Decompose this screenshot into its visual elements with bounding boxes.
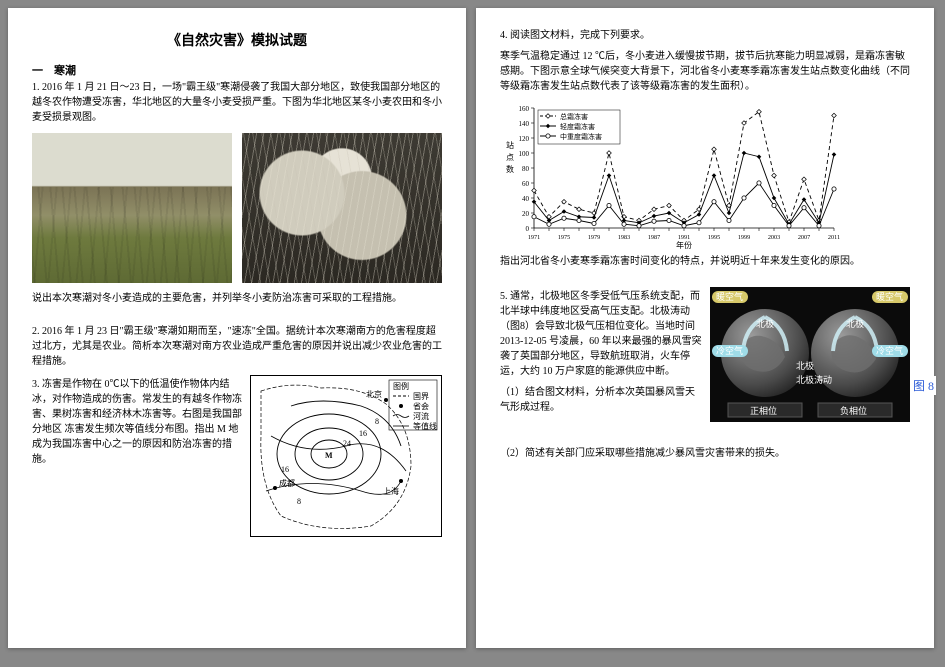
svg-text:冷空气: 冷空气 — [876, 345, 903, 356]
map-city-shanghai: 上海 — [383, 479, 403, 496]
svg-text:正相位: 正相位 — [750, 405, 777, 416]
page-left: 《自然灾害》模拟试题 一 寒潮 1. 2016 年 1 月 21 日～23 日，… — [8, 8, 466, 648]
figure-8-label: 图 8 — [911, 376, 936, 395]
svg-text:1971: 1971 — [528, 234, 540, 241]
map-legend-1: 省会 — [413, 401, 429, 411]
svg-text:140: 140 — [519, 120, 530, 128]
map-legend-0: 国界 — [413, 392, 429, 401]
svg-text:轻度霜冻害: 轻度霜冻害 — [560, 122, 595, 131]
q5a-text: 5. 通常，北极地区冬季受低气压系统支配，而北半球中纬度地区受高气压支配。北极涛… — [500, 289, 702, 379]
svg-text:1991: 1991 — [678, 234, 690, 241]
svg-text:中重度霜冻害: 中重度霜冻害 — [560, 132, 602, 141]
doc-title: 《自然灾害》模拟试题 — [32, 30, 442, 50]
svg-text:北极: 北极 — [796, 360, 814, 371]
svg-text:成都: 成都 — [279, 478, 295, 488]
svg-text:2007: 2007 — [798, 234, 810, 241]
svg-text:16: 16 — [359, 429, 367, 438]
svg-text:2011: 2011 — [828, 234, 840, 241]
map-legend-3: 等值线 — [413, 421, 437, 431]
svg-text:8: 8 — [297, 497, 301, 506]
wheat-field-photo — [32, 133, 232, 283]
svg-text:1979: 1979 — [588, 234, 600, 241]
arctic-oscillation-figure: 暖空气 暖空气 冷空气 冷空气 北极 北极 北极 北极涛动 — [710, 287, 910, 422]
svg-text:1975: 1975 — [558, 234, 570, 241]
q1b-text: 说出本次寒潮对冬小麦造成的主要危害，并列举冬小麦防治冻害可采取的工程措施。 — [32, 291, 442, 306]
svg-text:M: M — [325, 451, 333, 460]
svg-text:1995: 1995 — [708, 234, 720, 241]
q5b-text: （1）结合图文材料，分析本次英国暴风雪天气形成过程。 — [500, 385, 702, 415]
svg-text:站: 站 — [506, 140, 514, 150]
q2-text: 2. 2016 年 1 月 23 日"霸王级"寒潮如期而至，"速冻"全国。据统计… — [32, 324, 442, 369]
svg-text:冷空气: 冷空气 — [716, 345, 743, 356]
frost-map: 图例 国界 省会 河流 等值线 24 16 8 16 8 — [250, 375, 442, 537]
svg-text:160: 160 — [519, 105, 530, 113]
svg-text:北极涛动: 北极涛动 — [796, 374, 832, 385]
svg-text:0: 0 — [526, 225, 530, 233]
svg-text:暖空气: 暖空气 — [716, 291, 743, 302]
page-right: 4. 阅读图文材料，完成下列要求。 寒季气温稳定通过 12 ℃后，冬小麦进入缓慢… — [476, 8, 934, 648]
svg-text:北极: 北极 — [846, 318, 864, 329]
svg-text:100: 100 — [519, 150, 530, 158]
svg-text:2003: 2003 — [768, 234, 780, 241]
q4a-text: 4. 阅读图文材料，完成下列要求。 — [500, 28, 910, 43]
svg-text:1999: 1999 — [738, 234, 750, 241]
q1-image-row — [32, 133, 442, 283]
q4c-text: 指出河北省冬小麦寒季霜冻害时间变化的特点，并说明近十年来发生变化的原因。 — [500, 254, 910, 269]
svg-text:16: 16 — [281, 465, 289, 474]
svg-text:60: 60 — [522, 180, 530, 188]
svg-text:总霜冻害: 总霜冻害 — [560, 112, 588, 121]
svg-text:20: 20 — [522, 210, 530, 218]
svg-text:24: 24 — [343, 439, 351, 448]
map-legend-title: 图例 — [393, 381, 409, 391]
q3a-text: 3. 冻害是作物在 0℃以下的低温使作物体内结冰，对作物造成的伤害。常发生的有越… — [32, 377, 242, 467]
svg-text:北极: 北极 — [756, 318, 774, 329]
map-city-M: M — [325, 451, 333, 460]
svg-text:年份: 年份 — [676, 240, 692, 250]
map-city-beijing: 北京 — [366, 389, 388, 402]
wheat-roots-photo — [242, 133, 442, 283]
svg-text:点: 点 — [506, 153, 514, 162]
svg-text:暖空气: 暖空气 — [876, 291, 903, 302]
map-city-chengdu: 成都 — [273, 478, 295, 490]
q5-block: 5. 通常，北极地区冬季受低气压系统支配，而北半球中纬度地区受高气压支配。北极涛… — [500, 287, 910, 422]
q1-text: 1. 2016 年 1 月 21 日～23 日，一场"霸王级"寒潮侵袭了我国大部… — [32, 80, 442, 125]
svg-text:上海: 上海 — [383, 486, 399, 496]
frost-chart: 0 20 40 60 80 100 120 140 160 站点数 1971 1975 1979 1983… — [500, 100, 910, 250]
q4b-text: 寒季气温稳定通过 12 ℃后，冬小麦进入缓慢拔节期，拔节后抗寒能力明显减弱，是霜… — [500, 49, 910, 94]
section-1-head: 一 寒潮 — [32, 62, 442, 78]
svg-text:数: 数 — [506, 164, 514, 174]
svg-text:1987: 1987 — [648, 234, 660, 241]
svg-text:120: 120 — [519, 135, 530, 143]
q5c-text: （2）简述有关部门应采取哪些措施减少暴风雪灾害带来的损失。 — [500, 446, 910, 461]
svg-text:40: 40 — [522, 195, 530, 203]
svg-text:80: 80 — [522, 165, 530, 173]
svg-text:1983: 1983 — [618, 234, 630, 241]
svg-text:8: 8 — [375, 417, 379, 426]
svg-text:负相位: 负相位 — [840, 405, 867, 416]
q3-block: 3. 冻害是作物在 0℃以下的低温使作物体内结冰，对作物造成的伤害。常发生的有越… — [32, 375, 442, 537]
map-legend-2: 河流 — [413, 411, 429, 421]
svg-text:北京: 北京 — [366, 389, 382, 399]
